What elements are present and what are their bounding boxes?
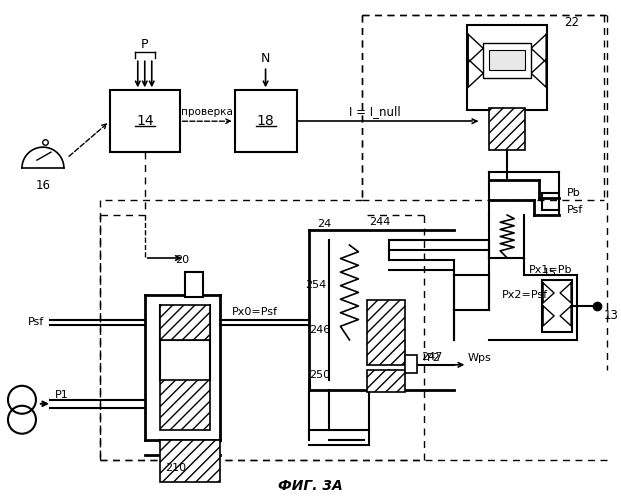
Bar xyxy=(110,90,179,152)
Text: 13: 13 xyxy=(604,310,619,322)
Bar xyxy=(542,280,572,332)
Text: 246: 246 xyxy=(309,325,331,335)
Bar xyxy=(235,90,296,152)
Text: 24: 24 xyxy=(317,219,332,229)
Text: P2: P2 xyxy=(427,353,442,363)
Text: Psf: Psf xyxy=(28,317,44,327)
Text: N: N xyxy=(261,52,270,65)
Bar xyxy=(489,50,525,70)
Bar xyxy=(368,300,406,365)
Text: 210: 210 xyxy=(165,462,186,472)
Bar xyxy=(467,26,547,110)
Text: Psf: Psf xyxy=(567,205,583,215)
Text: 16: 16 xyxy=(35,178,50,192)
Text: Px0=Psf: Px0=Psf xyxy=(232,307,278,317)
Text: P1: P1 xyxy=(55,390,69,400)
Text: I = I_null: I = I_null xyxy=(348,104,401,118)
Text: 15: 15 xyxy=(543,268,557,278)
Text: проверка: проверка xyxy=(181,107,233,117)
Bar xyxy=(160,380,210,430)
Text: 244: 244 xyxy=(369,217,391,227)
Bar xyxy=(489,108,525,150)
Text: P: P xyxy=(141,38,148,51)
Text: 18: 18 xyxy=(256,114,274,128)
Text: Px1=Pb: Px1=Pb xyxy=(529,265,573,275)
Text: 250: 250 xyxy=(309,370,330,380)
Text: 247: 247 xyxy=(421,352,443,362)
Text: 20: 20 xyxy=(175,255,189,265)
Text: 254: 254 xyxy=(306,280,327,290)
Bar xyxy=(160,440,220,482)
Text: 14: 14 xyxy=(136,114,153,128)
Text: 22: 22 xyxy=(564,16,579,29)
Text: ФИГ. 3А: ФИГ. 3А xyxy=(278,478,343,492)
Bar xyxy=(483,44,531,78)
Bar xyxy=(406,355,417,373)
Bar xyxy=(368,370,406,392)
Text: Px2=Psf: Px2=Psf xyxy=(502,290,548,300)
Bar xyxy=(160,305,210,340)
Text: Wps: Wps xyxy=(468,353,491,363)
Bar xyxy=(184,272,202,297)
Text: Pb: Pb xyxy=(567,188,581,198)
